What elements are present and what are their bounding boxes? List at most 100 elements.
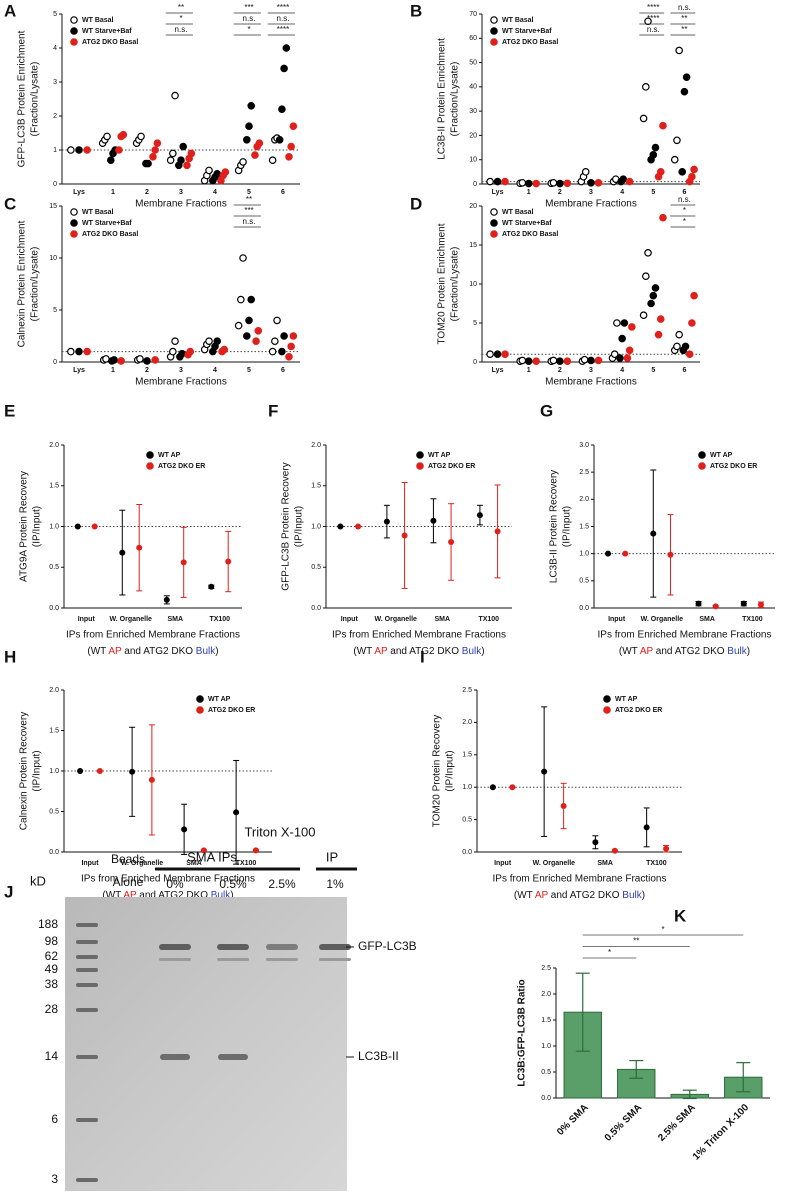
data-point bbox=[243, 136, 251, 144]
panel-label: A bbox=[4, 1, 16, 20]
gfp-band bbox=[319, 944, 351, 950]
data-point bbox=[237, 295, 245, 304]
x-tick-label: Lys bbox=[73, 367, 85, 374]
data-point bbox=[675, 46, 683, 55]
panel-label: I bbox=[420, 647, 425, 666]
legend-label: WT Basal bbox=[82, 17, 114, 24]
ladder-band bbox=[76, 940, 98, 944]
x-tick-label: TX100 bbox=[742, 616, 763, 623]
x-axis-label: IPs from Enriched Membrane Fractions bbox=[81, 874, 255, 885]
marker-label: 14 bbox=[45, 1049, 59, 1063]
x-tick-label: 4 bbox=[620, 189, 624, 196]
y-tick-label: 50 bbox=[469, 59, 477, 66]
x-tick-label: W. Organelle bbox=[533, 860, 576, 867]
data-point bbox=[448, 538, 455, 545]
faint-band bbox=[266, 958, 298, 961]
data-point bbox=[255, 139, 264, 148]
data-point bbox=[541, 768, 548, 775]
data-point bbox=[401, 532, 408, 539]
data-point bbox=[129, 768, 136, 775]
lane-label: 0.5% bbox=[219, 877, 247, 891]
data-point bbox=[642, 272, 650, 281]
data-point bbox=[678, 168, 687, 176]
legend-label: ATG2 DKO ER bbox=[428, 463, 475, 470]
data-point bbox=[169, 149, 177, 158]
data-point bbox=[103, 132, 111, 141]
legend-marker bbox=[490, 16, 498, 24]
data-point bbox=[153, 139, 162, 148]
x-axis-label-part: (WT bbox=[87, 646, 108, 657]
significance-label: * bbox=[247, 25, 250, 34]
ladder-band bbox=[76, 1055, 98, 1059]
faint-band bbox=[159, 958, 191, 961]
y-tick-label: 1.5 bbox=[311, 483, 321, 490]
y-tick-label: 0.5 bbox=[49, 564, 59, 571]
data-point bbox=[280, 332, 288, 340]
data-point bbox=[107, 156, 115, 165]
y-tick-label: 0.5 bbox=[311, 564, 321, 571]
data-point bbox=[179, 142, 188, 151]
significance-label: n.s. bbox=[678, 195, 691, 204]
x-tick-label: W. Organelle bbox=[641, 616, 684, 623]
x-axis-label: Membrane Fractions bbox=[135, 199, 227, 210]
y-tick-label: 2.5 bbox=[462, 687, 472, 694]
data-point bbox=[628, 323, 636, 331]
data-point bbox=[532, 357, 540, 366]
x-tick-label: 5 bbox=[247, 367, 251, 374]
data-point bbox=[489, 784, 496, 791]
ladder-band bbox=[76, 1118, 98, 1122]
legend-label: WT AP bbox=[428, 452, 451, 459]
x-tick-label: 2 bbox=[558, 367, 562, 374]
legend-marker bbox=[698, 462, 706, 470]
y-tick-label: 0.0 bbox=[49, 605, 59, 612]
x-tick-label: 6 bbox=[682, 367, 686, 374]
significance-label: * bbox=[661, 925, 664, 934]
data-point bbox=[245, 122, 253, 131]
significance-label: n.s. bbox=[243, 217, 256, 226]
legend-label: ATG2 DKO ER bbox=[158, 463, 205, 470]
data-point bbox=[67, 347, 75, 356]
gfp-band bbox=[217, 944, 249, 950]
marker-label: 38 bbox=[45, 977, 59, 991]
data-point bbox=[712, 603, 719, 610]
y-tick-label: 0.5 bbox=[579, 578, 589, 585]
data-point bbox=[287, 342, 295, 351]
data-point bbox=[430, 517, 437, 524]
y-axis-label: GFP-LC3B Protein Enrichment bbox=[17, 30, 28, 167]
x-axis-label-part: ) bbox=[481, 646, 484, 657]
x-axis-label-2: (WT AP and ATG2 DKO Bulk) bbox=[102, 890, 233, 901]
data-point bbox=[509, 784, 516, 791]
data-point bbox=[625, 346, 634, 355]
data-point bbox=[251, 151, 259, 159]
y-tick-label: 1.5 bbox=[462, 752, 472, 759]
ip-header: IP bbox=[326, 849, 338, 864]
significance-label: n.s. bbox=[277, 14, 290, 23]
panel-label: J bbox=[4, 882, 13, 901]
data-point bbox=[151, 356, 159, 364]
x-axis-label-2: (WT AP and ATG2 DKO Bulk) bbox=[619, 646, 750, 657]
panel-label: B bbox=[410, 1, 422, 20]
x-axis-label-2: (WT AP and ATG2 DKO Bulk) bbox=[353, 646, 484, 657]
y-tick-label: 2.5 bbox=[541, 965, 551, 972]
data-point bbox=[221, 168, 230, 176]
x-axis-label: Membrane Fractions bbox=[545, 377, 637, 388]
x-tick-label: W. Organelle bbox=[110, 616, 153, 623]
significance-label: *** bbox=[244, 206, 253, 215]
y-tick-label: 0.5 bbox=[49, 808, 59, 815]
x-tick-label: SMA bbox=[699, 616, 715, 623]
data-point bbox=[651, 143, 660, 152]
data-point bbox=[252, 847, 259, 854]
data-point bbox=[673, 342, 681, 351]
data-point bbox=[594, 178, 603, 187]
data-point bbox=[278, 347, 286, 356]
x-tick-label: 5 bbox=[651, 189, 655, 196]
data-point bbox=[613, 319, 621, 327]
data-point bbox=[650, 530, 657, 537]
data-point bbox=[213, 337, 222, 346]
panel-label: K bbox=[674, 906, 687, 925]
x-tick-label: 6 bbox=[281, 189, 285, 196]
data-point bbox=[151, 146, 159, 154]
legend-marker bbox=[416, 462, 424, 470]
data-point bbox=[234, 321, 243, 330]
